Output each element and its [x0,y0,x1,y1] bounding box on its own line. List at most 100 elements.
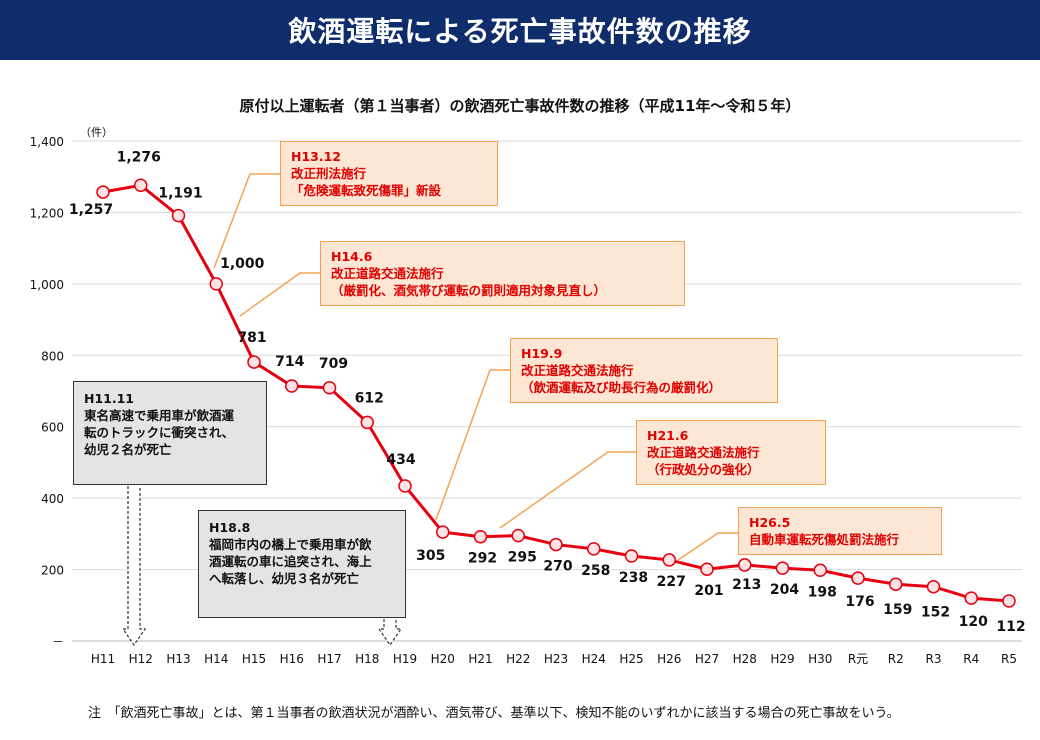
data-label: 213 [732,577,761,593]
annotation-line: （行政処分の強化） [647,462,760,477]
x-tick-label: H11 [91,652,115,666]
data-label: 159 [883,602,912,618]
data-point [398,479,412,493]
x-tick-label: R5 [1001,652,1017,666]
annotation-h26-5: H26.5 自動車運転死傷処罰法施行 [738,507,942,555]
annotation-h13-12: H13.12 改正刑法施行 「危険運転致死傷罪」新設 [280,141,498,206]
annotation-line: H21.6 [647,428,689,443]
data-label: 176 [845,594,874,610]
data-label: 1,000 [220,256,265,272]
y-tick-label: 1,400 [30,135,64,149]
x-tick-label: R元 [848,652,868,666]
y-tick-label: 200 [41,564,64,578]
x-tick-label: H21 [468,652,492,666]
chart-title: 原付以上運転者（第１当事者）の飲酒死亡事故件数の推移（平成11年～令和５年） [239,97,801,115]
data-label: 1,257 [69,202,113,218]
event-arrow [121,486,147,647]
x-tick-label: H15 [242,652,266,666]
data-label: 258 [581,563,610,579]
x-tick-label: H22 [506,652,530,666]
event-line: H18.8 [209,520,251,535]
data-label: 781 [237,330,266,346]
data-label: 204 [770,582,799,598]
data-label: 152 [921,605,950,621]
event-line: へ転落し、幼児３名が死亡 [209,571,360,586]
x-tick-label: H25 [619,652,643,666]
y-tick-label: 800 [41,349,64,363]
data-point [1002,594,1016,608]
data-point [738,558,752,572]
y-tick-label: 600 [41,421,64,435]
x-tick-label: H23 [544,652,568,666]
x-tick-label: H30 [808,652,832,666]
annotation-h19-9: H19.9 改正道路交通法施行 （飲酒運転及び助長行為の厳罰化） [510,338,778,403]
data-label: 198 [808,584,837,600]
data-label: 227 [657,574,686,590]
x-tick-label: H28 [733,652,757,666]
data-point [436,525,450,539]
data-label: 305 [416,548,445,564]
x-tick-label: R2 [888,652,904,666]
event-arrow [377,619,403,647]
data-label: 612 [355,390,384,406]
page-header: 飲酒運転による死亡事故件数の推移 [0,0,1040,60]
y-tick-label: 1,200 [30,206,64,220]
event-line: 酒運転の車に追突され、海上 [209,554,372,569]
x-tick-label: H24 [582,652,606,666]
data-point [926,579,941,594]
annotation-line: H13.12 [291,149,341,164]
data-point [473,529,488,544]
event-line: 転のトラックに衝突され、 [84,425,235,440]
x-tick-label: H19 [393,652,417,666]
data-label: 238 [619,570,648,586]
annotation-leader-line [435,369,510,521]
data-label: 292 [468,551,497,567]
page-title: 飲酒運転による死亡事故件数の推移 [288,15,752,48]
event-line: H11.11 [84,391,134,406]
annotation-h14-6: H14.6 改正道路交通法施行 （厳罰化、酒気帯び運転の罰則適用対象見直し） [320,241,685,306]
data-point [700,562,714,576]
data-label: 295 [508,550,537,566]
data-point [360,415,374,430]
y-tick-label: 400 [41,492,64,506]
x-tick-label: R4 [963,652,979,666]
x-tick-label: H17 [317,652,341,666]
data-label: 714 [275,354,304,370]
annotation-line: H26.5 [749,515,791,530]
data-point [96,185,110,199]
data-point [813,563,827,578]
data-point [285,379,299,393]
data-point [549,537,563,552]
event-line: 幼児２名が死亡 [84,442,172,457]
data-point [587,542,601,556]
annotation-line: 自動車運転死傷処罰法施行 [749,532,900,547]
y-axis-unit: （件） [80,126,113,139]
annotation-leader-line [677,532,738,561]
data-label: 434 [386,452,415,468]
data-point [775,561,790,575]
annotation-line: 改正道路交通法施行 [331,266,444,281]
data-point [247,355,261,369]
footnote: 注 「飲酒死亡事故」とは、第１当事者の飲酒状況が酒酔い、酒気帯び、基準以下、検知… [88,706,900,721]
data-label: 709 [319,356,348,372]
annotation-line: （飲酒運転及び助長行為の厳罰化） [521,380,722,395]
event-line: 東名高速で乗用車が飲酒運 [84,408,235,423]
data-point [209,277,223,291]
y-tick-label: － [52,635,64,649]
annotation-line: 改正道路交通法施行 [521,363,634,378]
annotation-line: H19.9 [521,346,563,361]
annotation-leader-line [239,272,320,317]
x-tick-label: H12 [129,652,153,666]
annotation-line: H14.6 [331,249,373,264]
x-tick-label: H14 [204,652,228,666]
annotation-line: （厳罰化、酒気帯び運転の罰則適用対象見直し） [331,283,607,298]
data-label: 201 [694,583,723,599]
event-h11-11: H11.11 東名高速で乗用車が飲酒運 転のトラックに衝突され、 幼児２名が死亡 [73,381,267,485]
x-tick-label: H29 [770,652,794,666]
data-point [511,528,525,543]
x-tick-label: H27 [695,652,719,666]
x-tick-label: H26 [657,652,681,666]
data-point [851,571,865,585]
data-point [624,549,639,563]
data-point [322,381,337,395]
